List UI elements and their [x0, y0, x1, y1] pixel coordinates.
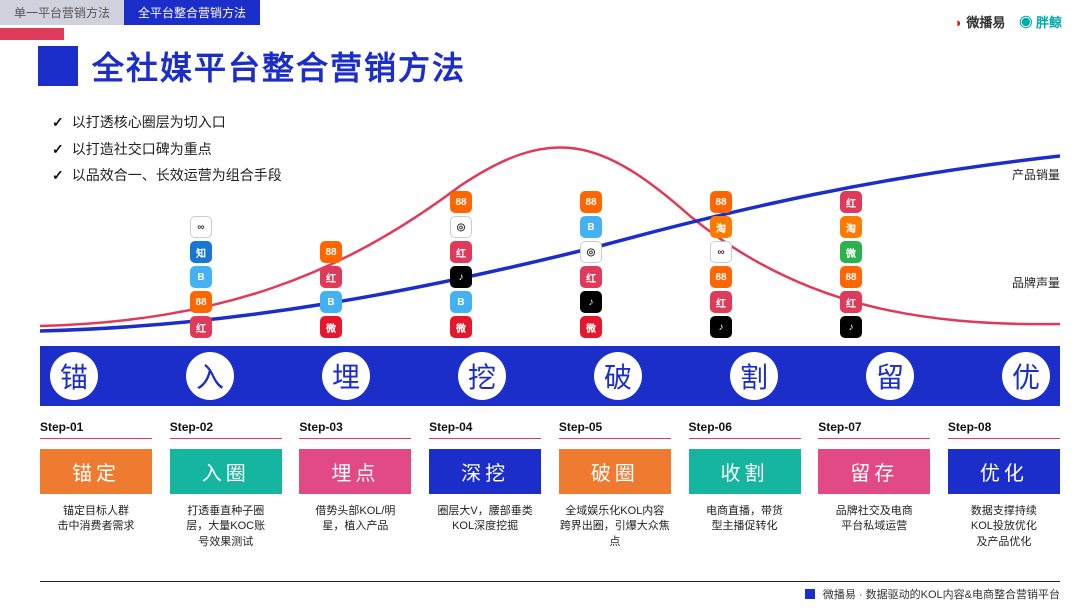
top-tabs: 单一平台营销方法 全平台整合营销方法 [0, 0, 1080, 25]
footer-text: 微播易 · 数据驱动的KOL内容&电商整合营销平台 [823, 586, 1060, 602]
platform-icon: 红 [840, 191, 862, 213]
step-label: 破圈 [559, 449, 671, 494]
step-desc: 电商直播，带货型主播促转化 [689, 504, 801, 535]
brand-logos: ◗ 微播易 ◉ 胖鲸 [955, 12, 1062, 31]
accent-bar [0, 28, 64, 40]
platform-icon-stack: 微 ♪ 红 ◎ B 88 [580, 191, 602, 338]
legend-sales: 产品销量 [1012, 166, 1060, 183]
platform-icon: ♪ [710, 316, 732, 338]
platform-icon: ♪ [840, 316, 862, 338]
platform-icon: 红 [840, 291, 862, 313]
title-square [38, 46, 78, 86]
footer: 微播易 · 数据驱动的KOL内容&电商整合营销平台 [40, 581, 1060, 602]
platform-icon: 微 [450, 316, 472, 338]
platform-icon: 红 [580, 266, 602, 288]
step-number: Step-07 [818, 420, 930, 439]
platform-icon: ∞ [190, 216, 212, 238]
platform-icon: 88 [840, 266, 862, 288]
platform-icon-stack: ♪红88微淘红 [840, 191, 862, 338]
platform-icon: 88 [320, 241, 342, 263]
stage-circle: 埋 [322, 352, 370, 400]
platform-icon: 知 [190, 241, 212, 263]
platform-icon: 微 [840, 241, 862, 263]
step-desc: 品牌社交及电商平台私域运营 [818, 504, 930, 535]
platform-icon: ◎ [580, 241, 602, 263]
platform-icon: ◎ [450, 216, 472, 238]
tab-all: 全平台整合营销方法 [124, 0, 260, 25]
tab-single: 单一平台营销方法 [0, 0, 124, 25]
page-title: 全社媒平台整合营销方法 [92, 43, 466, 89]
platform-icon: 88 [450, 191, 472, 213]
platform-icon: ♪ [580, 291, 602, 313]
step-number: Step-05 [559, 420, 671, 439]
platform-icon: 淘 [710, 216, 732, 238]
platform-icon: 红 [190, 316, 212, 338]
step-desc: 锚定目标人群击中消费者需求 [40, 504, 152, 535]
platform-icon: 微 [580, 316, 602, 338]
step-label: 留存 [818, 449, 930, 494]
legend-voice: 品牌声量 [1012, 274, 1060, 291]
step-desc: 打透垂直种子圈层，大量KOC账号效果测试 [170, 504, 282, 550]
step-desc: 全域娱乐化KOL内容跨界出圈，引爆大众焦点 [559, 504, 671, 550]
step: Step-06 收割电商直播，带货型主播促转化 [689, 416, 801, 550]
step-number: Step-01 [40, 420, 152, 439]
step: Step-07 留存品牌社交及电商平台私域运营 [818, 416, 930, 550]
platform-icon: 淘 [840, 216, 862, 238]
step-number: Step-04 [429, 420, 541, 439]
platform-icon: 88 [710, 266, 732, 288]
stage-circle: 破 [594, 352, 642, 400]
platform-icon: 红 [450, 241, 472, 263]
platform-icon: ∞ [710, 241, 732, 263]
step: Step-03 埋点借势头部KOL/明星，植入产品 [299, 416, 411, 550]
logo-pangjing: ◉ 胖鲸 [1019, 12, 1062, 31]
platform-icon: 红 [710, 291, 732, 313]
step-desc: 数据支撑持续KOL投放优化及产品优化 [948, 504, 1060, 550]
step: Step-04 深挖圈层大V，腰部垂类KOL深度挖掘 [429, 416, 541, 550]
step-label: 深挖 [429, 449, 541, 494]
stage-circle: 锚 [50, 352, 98, 400]
step-number: Step-02 [170, 420, 282, 439]
curve-area: 产品销量 品牌声量 红88B知∞微B红88微B♪红◎88微♪红◎B88♪红88∞… [40, 126, 1060, 346]
platform-icon: 88 [710, 191, 732, 213]
stage-circle: 优 [1002, 352, 1050, 400]
platform-icon: ♪ [450, 266, 472, 288]
logo-weiboyi: ◗ 微播易 [955, 12, 1006, 31]
step: Step-05 破圈全域娱乐化KOL内容跨界出圈，引爆大众焦点 [559, 416, 671, 550]
footer-square-icon [805, 589, 815, 599]
stage-bar: 锚入埋挖破割留优 [40, 346, 1060, 406]
step-label: 锚定 [40, 449, 152, 494]
platform-icon: B [580, 216, 602, 238]
platform-icon: 微 [320, 316, 342, 338]
step-label: 入圈 [170, 449, 282, 494]
step-number: Step-06 [689, 420, 801, 439]
stage-circle: 割 [730, 352, 778, 400]
step-label: 优化 [948, 449, 1060, 494]
step-label: 收割 [689, 449, 801, 494]
stage-circle: 留 [866, 352, 914, 400]
step: Step-01 锚定锚定目标人群击中消费者需求 [40, 416, 152, 550]
platform-icon: B [450, 291, 472, 313]
steps-row: Step-01 锚定锚定目标人群击中消费者需求 Step-02 入圈打透垂直种子圈层，… [40, 416, 1060, 550]
platform-icon-stack: 微B ♪ 红 ◎ 88 [450, 191, 472, 338]
platform-icon: 88 [190, 291, 212, 313]
stage-circle: 入 [186, 352, 234, 400]
stage-circle: 挖 [458, 352, 506, 400]
platform-icon: 88 [580, 191, 602, 213]
step-number: Step-08 [948, 420, 1060, 439]
step: Step-08 优化数据支撑持续KOL投放优化及产品优化 [948, 416, 1060, 550]
platform-icon-stack: 红 88 B知 ∞ [190, 216, 212, 338]
platform-icon: B [320, 291, 342, 313]
platform-icon-stack: 微B红 88 [320, 241, 342, 338]
platform-icon: 红 [320, 266, 342, 288]
step-desc: 借势头部KOL/明星，植入产品 [299, 504, 411, 535]
step: Step-02 入圈打透垂直种子圈层，大量KOC账号效果测试 [170, 416, 282, 550]
step-label: 埋点 [299, 449, 411, 494]
step-number: Step-03 [299, 420, 411, 439]
step-desc: 圈层大V，腰部垂类KOL深度挖掘 [429, 504, 541, 535]
platform-icon-stack: ♪ 红 88 ∞ 淘 88 [710, 191, 732, 338]
platform-icon: B [190, 266, 212, 288]
